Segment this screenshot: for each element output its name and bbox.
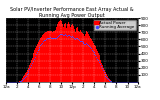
Bar	[63, 26, 64, 82]
Bar	[99, 55, 100, 82]
Bar	[23, 76, 24, 82]
Bar	[105, 72, 106, 82]
Bar	[65, 23, 66, 82]
Bar	[56, 26, 57, 82]
Bar	[111, 81, 112, 82]
Bar	[106, 74, 107, 82]
Bar	[82, 33, 83, 82]
Bar	[68, 22, 69, 82]
Bar	[87, 32, 88, 82]
Bar	[92, 41, 93, 82]
Bar	[71, 25, 72, 82]
Bar	[70, 27, 71, 82]
Bar	[94, 45, 95, 82]
Bar	[29, 65, 30, 82]
Bar	[76, 28, 77, 82]
Bar	[27, 70, 28, 82]
Bar	[30, 63, 31, 82]
Bar	[22, 78, 23, 82]
Bar	[89, 36, 90, 82]
Bar	[100, 60, 101, 82]
Bar	[37, 44, 38, 82]
Bar	[52, 32, 53, 82]
Bar	[107, 76, 108, 82]
Legend: Actual Power, Running Average: Actual Power, Running Average	[94, 20, 136, 30]
Bar	[48, 31, 49, 82]
Bar	[103, 68, 104, 82]
Bar	[66, 25, 67, 82]
Bar	[50, 31, 51, 82]
Bar	[84, 36, 85, 82]
Bar	[55, 33, 56, 82]
Bar	[74, 29, 75, 82]
Bar	[59, 21, 60, 82]
Bar	[60, 20, 61, 82]
Bar	[77, 29, 78, 82]
Bar	[104, 70, 105, 82]
Bar	[110, 80, 111, 82]
Bar	[83, 34, 84, 82]
Bar	[24, 75, 25, 82]
Bar	[109, 79, 110, 82]
Bar	[80, 30, 81, 82]
Bar	[49, 31, 50, 82]
Bar	[61, 21, 62, 82]
Bar	[95, 46, 96, 82]
Bar	[33, 53, 34, 82]
Bar	[93, 43, 94, 82]
Bar	[108, 78, 109, 82]
Bar	[26, 72, 27, 82]
Bar	[31, 60, 32, 82]
Bar	[34, 50, 35, 82]
Bar	[67, 24, 68, 82]
Bar	[35, 48, 36, 82]
Bar	[102, 65, 103, 82]
Bar	[79, 32, 80, 82]
Bar	[43, 34, 44, 82]
Title: Solar PV/Inverter Performance East Array Actual & Running Avg Power Output: Solar PV/Inverter Performance East Array…	[10, 7, 134, 18]
Bar	[57, 24, 58, 82]
Bar	[73, 26, 74, 82]
Bar	[81, 32, 82, 82]
Bar	[86, 31, 87, 82]
Bar	[46, 32, 47, 82]
Bar	[40, 38, 41, 82]
Bar	[90, 38, 91, 82]
Bar	[64, 24, 65, 82]
Bar	[42, 35, 43, 82]
Bar	[72, 24, 73, 82]
Bar	[44, 33, 45, 82]
Bar	[19, 81, 20, 82]
Bar	[96, 49, 97, 82]
Bar	[62, 24, 63, 82]
Bar	[39, 40, 40, 82]
Bar	[54, 31, 55, 82]
Bar	[75, 32, 76, 82]
Bar	[98, 53, 99, 82]
Bar	[51, 31, 52, 82]
Bar	[20, 81, 21, 82]
Bar	[69, 24, 70, 82]
Bar	[78, 31, 79, 82]
Bar	[41, 37, 42, 82]
Bar	[45, 32, 46, 82]
Bar	[28, 68, 29, 82]
Bar	[53, 31, 54, 82]
Bar	[97, 51, 98, 82]
Bar	[32, 55, 33, 82]
Bar	[88, 35, 89, 82]
Bar	[47, 31, 48, 82]
Bar	[38, 42, 39, 82]
Bar	[36, 46, 37, 82]
Bar	[21, 80, 22, 82]
Bar	[58, 22, 59, 82]
Bar	[25, 74, 26, 82]
Bar	[91, 39, 92, 82]
Bar	[85, 34, 86, 82]
Bar	[101, 63, 102, 82]
